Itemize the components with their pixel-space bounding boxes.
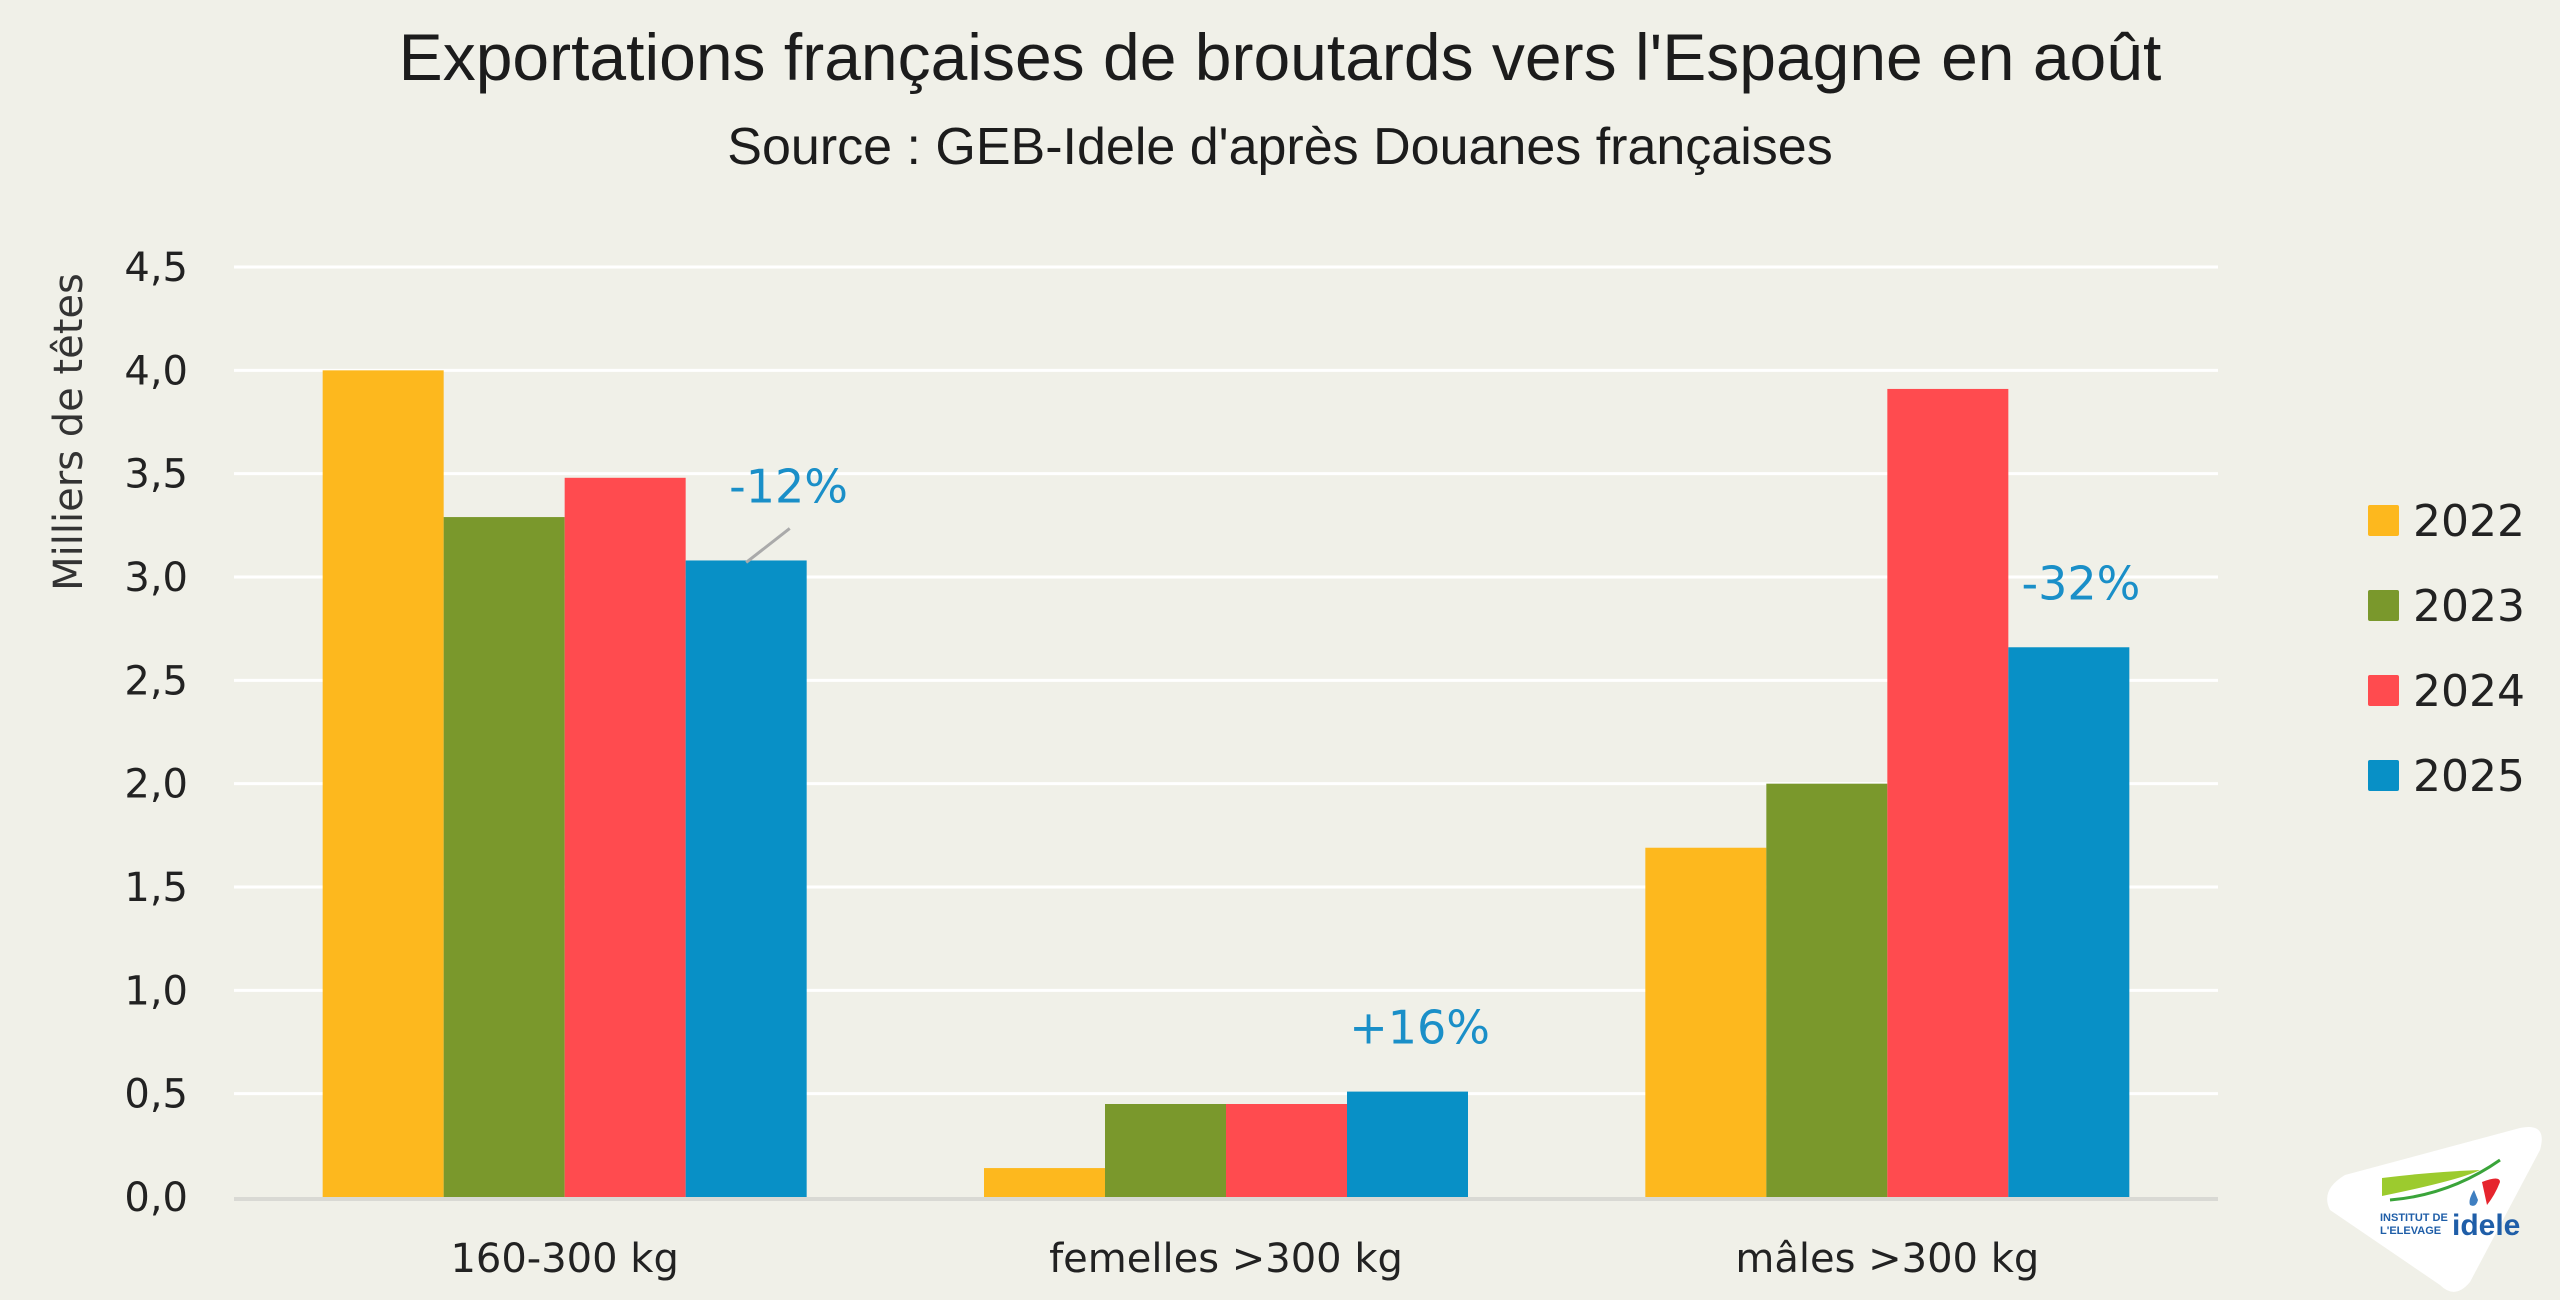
- y-tick-label: 1,5: [124, 865, 188, 911]
- annotation-leader-line: [745, 527, 791, 564]
- annotation-label: -12%: [729, 459, 848, 513]
- legend-label: 2022: [2413, 496, 2525, 547]
- logo-drop-icon: [2469, 1190, 2478, 1206]
- bar-2024-1: [1226, 1104, 1347, 1197]
- y-tick-label: 4,0: [124, 348, 188, 394]
- bar-2025-2: [2008, 647, 2130, 1197]
- legend-swatch-2022: [2368, 505, 2399, 536]
- y-tick-label: 0,0: [124, 1175, 188, 1221]
- y-tick-label: 1,0: [124, 968, 188, 1014]
- legend-swatch-2024: [2368, 675, 2399, 706]
- y-axis-label: Milliers de têtes: [46, 273, 92, 591]
- legend-swatch-2023: [2368, 590, 2399, 621]
- bar-2022-0: [322, 370, 444, 1197]
- x-tick-label: 160-300 kg: [450, 1236, 678, 1282]
- bar-2022-2: [1645, 847, 1767, 1197]
- bar-2024-2: [1887, 388, 2009, 1197]
- bars: [322, 370, 2130, 1197]
- idele-logo: INSTITUT DE L'ELEVAGE idele: [2327, 1126, 2542, 1292]
- y-tick-label: 0,5: [124, 1072, 188, 1118]
- bar-2025-1: [1347, 1091, 1468, 1197]
- y-tick-label: 2,5: [124, 658, 188, 704]
- y-tick-label: 2,0: [124, 762, 188, 808]
- bar-2023-2: [1766, 783, 1888, 1197]
- x-tick-label: femelles >300 kg: [1049, 1236, 1403, 1282]
- legend-label: 2024: [2413, 666, 2525, 717]
- logo-text-line2: L'ELEVAGE: [2380, 1225, 2441, 1237]
- x-tick-label: mâles >300 kg: [1735, 1236, 2039, 1282]
- legend-swatch-2025: [2368, 760, 2399, 791]
- bar-2024-0: [564, 477, 686, 1197]
- logo-brand: idele: [2452, 1209, 2520, 1242]
- bar-2022-1: [984, 1168, 1105, 1197]
- legend: 2022 2023 2024 2025: [2368, 496, 2525, 802]
- logo-text-line1: INSTITUT DE: [2380, 1212, 2448, 1224]
- bar-2023-0: [443, 517, 565, 1197]
- annotation-label: +16%: [1349, 1001, 1490, 1055]
- y-tick-label: 3,5: [124, 452, 188, 498]
- legend-label: 2025: [2413, 751, 2525, 802]
- logo-red-mark-icon: [2482, 1178, 2500, 1205]
- logo-swoosh-icon: [2382, 1170, 2480, 1196]
- bar-2025-0: [685, 560, 807, 1197]
- bar-2023-1: [1105, 1104, 1226, 1197]
- y-tick-label: 4,5: [124, 245, 188, 291]
- logo-swoosh-line-icon: [2389, 1158, 2501, 1202]
- annotation-label: -32%: [2022, 556, 2141, 610]
- chart-subtitle: Source : GEB-Idele d'après Douanes franç…: [727, 118, 1832, 176]
- x-axis-ticks: 160-300 kg femelles >300 kg mâles >300 kg: [450, 1236, 2039, 1282]
- y-tick-label: 3,0: [124, 555, 188, 601]
- legend-label: 2023: [2413, 581, 2525, 632]
- annotations: -12% +16% -32%: [729, 459, 2140, 1054]
- chart-title: Exportations françaises de broutards ver…: [399, 20, 2162, 94]
- y-axis-ticks: 0,0 0,5 1,0 1,5 2,0 2,5 3,0 3,5 4,0 4,5: [124, 245, 188, 1221]
